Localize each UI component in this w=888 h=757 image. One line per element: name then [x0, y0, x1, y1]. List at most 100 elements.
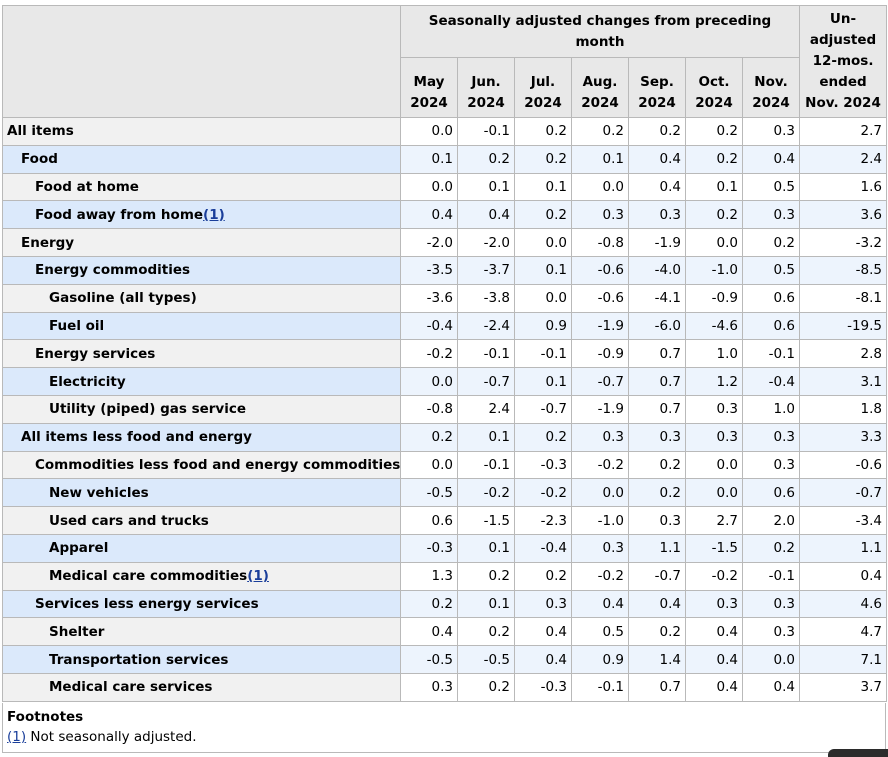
- unadjusted-value-cell: 1.1: [799, 533, 888, 563]
- value-cell: 0.9: [514, 311, 572, 341]
- value-cell: 0.6: [741, 311, 801, 341]
- value-cell: -0.6: [571, 283, 629, 313]
- row-label-text: New vehicles: [49, 484, 149, 501]
- footnote-text: Not seasonally adjusted.: [26, 729, 197, 745]
- value-cell: 0.1: [457, 422, 515, 452]
- value-cell: 0.5: [741, 255, 801, 285]
- row-label: Used cars and trucks: [2, 506, 401, 535]
- row-label-text: Commodities less food and energy commodi…: [35, 456, 401, 473]
- unadjusted-header-line: ended: [819, 74, 867, 90]
- value-cell: -3.5: [400, 255, 458, 285]
- table-corner-header: [2, 5, 401, 118]
- unadjusted-header: Un- adjusted 12-mos. ended Nov. 2024: [799, 5, 888, 118]
- value-cell: 0.2: [400, 589, 458, 619]
- row-label: New vehicles: [2, 478, 401, 508]
- value-cell: 0.3: [514, 589, 572, 619]
- value-cell: 0.2: [685, 144, 743, 174]
- unadjusted-value-cell: 3.7: [799, 672, 888, 702]
- row-label-text: Utility (piped) gas service: [49, 401, 247, 418]
- value-cell: 0.1: [514, 367, 572, 396]
- value-cell: 1.4: [628, 645, 686, 674]
- value-cell: 0.0: [685, 478, 743, 508]
- month-header: Nov. 2024: [741, 57, 801, 118]
- unadjusted-value-cell: 3.1: [799, 367, 888, 396]
- value-cell: 1.1: [628, 533, 686, 563]
- row-label: Electricity: [2, 367, 401, 396]
- table-row: Fuel oil -0.4 -2.4 0.9 -1.9 -6.0 -4.6 0.6 -19.5: [2, 311, 888, 341]
- value-cell: 0.4: [400, 617, 458, 647]
- row-label: Services less energy services: [2, 589, 401, 619]
- year-label: 2024: [695, 95, 733, 111]
- value-cell: -0.1: [457, 450, 515, 480]
- value-cell: -1.9: [571, 311, 629, 341]
- value-cell: 0.0: [571, 478, 629, 508]
- unadjusted-value-cell: 2.7: [799, 117, 888, 146]
- value-cell: 0.0: [400, 367, 458, 396]
- value-cell: 0.3: [628, 422, 686, 452]
- value-cell: 0.1: [457, 533, 515, 563]
- value-cell: 0.7: [628, 339, 686, 369]
- value-cell: -0.2: [685, 561, 743, 591]
- value-cell: -2.4: [457, 311, 515, 341]
- value-cell: -0.3: [514, 450, 572, 480]
- row-label: Energy: [2, 228, 401, 257]
- table-row: All items 0.0 -0.1 0.2 0.2 0.2 0.2 0.3 2.7: [2, 117, 888, 146]
- table-row: Energy -2.0 -2.0 0.0 -0.8 -1.9 0.0 0.2 -3.2: [2, 228, 888, 257]
- value-cell: -2.3: [514, 506, 572, 535]
- value-cell: 0.0: [685, 228, 743, 257]
- table-row: Shelter 0.4 0.2 0.4 0.5 0.2 0.4 0.3 4.7: [2, 617, 888, 647]
- value-cell: 2.4: [457, 394, 515, 424]
- row-label: Apparel: [2, 533, 401, 563]
- year-label: 2024: [638, 95, 676, 111]
- feedback-tab[interactable]: [828, 749, 888, 757]
- footnote-ref-link[interactable]: (1): [247, 568, 269, 585]
- unadjusted-header-line: Nov. 2024: [805, 95, 881, 111]
- value-cell: 0.0: [741, 645, 801, 674]
- value-cell: 0.3: [741, 422, 801, 452]
- value-cell: 1.2: [685, 367, 743, 396]
- value-cell: -0.9: [571, 339, 629, 369]
- row-label: Food at home: [2, 172, 401, 202]
- table-row: Medical care services 0.3 0.2 -0.3 -0.1 0.7 0.…: [2, 672, 888, 702]
- row-label-text: Medical care commodities: [49, 568, 248, 585]
- unadjusted-value-cell: 0.4: [799, 561, 888, 591]
- value-cell: 0.4: [685, 645, 743, 674]
- month-label: Jul.: [530, 74, 556, 90]
- value-cell: -0.6: [571, 255, 629, 285]
- value-cell: -4.6: [685, 311, 743, 341]
- table-row: Energy services -0.2 -0.1 -0.1 -0.9 0.7 1.0 -0.…: [2, 339, 888, 369]
- row-label: All items less food and energy: [2, 422, 401, 452]
- table-row: Gasoline (all types) -3.6 -3.8 0.0 -0.6 -4.1-…: [2, 283, 888, 313]
- value-cell: 1.3: [400, 561, 458, 591]
- unadjusted-value-cell: -0.7: [799, 478, 888, 508]
- unadjusted-value-cell: 3.6: [799, 200, 888, 230]
- value-cell: 0.6: [741, 478, 801, 508]
- value-cell: 0.2: [571, 117, 629, 146]
- value-cell: 0.1: [685, 172, 743, 202]
- value-cell: -0.9: [685, 283, 743, 313]
- value-cell: 0.4: [685, 617, 743, 647]
- value-cell: 0.2: [514, 144, 572, 174]
- footnote-ref-link[interactable]: (1): [7, 729, 27, 745]
- value-cell: 0.4: [514, 617, 572, 647]
- value-cell: -0.5: [400, 478, 458, 508]
- value-cell: -0.7: [571, 367, 629, 396]
- value-cell: 0.2: [514, 117, 572, 146]
- value-cell: 0.9: [571, 645, 629, 674]
- value-cell: 0.1: [400, 144, 458, 174]
- value-cell: 0.0: [400, 450, 458, 480]
- footnotes-title: Footnotes: [7, 709, 84, 725]
- row-label: Energy services: [2, 339, 401, 369]
- value-cell: 0.4: [628, 589, 686, 619]
- value-cell: -0.1: [741, 339, 801, 369]
- value-cell: 0.3: [400, 672, 458, 702]
- value-cell: 0.6: [400, 506, 458, 535]
- value-cell: 0.4: [571, 589, 629, 619]
- value-cell: -0.2: [400, 339, 458, 369]
- seasonal-span-header: Seasonally adjusted changes from precedi…: [399, 5, 801, 58]
- row-label: Fuel oil: [2, 311, 401, 341]
- value-cell: -3.7: [457, 255, 515, 285]
- footnote-ref-link[interactable]: (1): [203, 206, 225, 223]
- value-cell: 0.4: [741, 672, 801, 702]
- value-cell: 0.2: [685, 200, 743, 230]
